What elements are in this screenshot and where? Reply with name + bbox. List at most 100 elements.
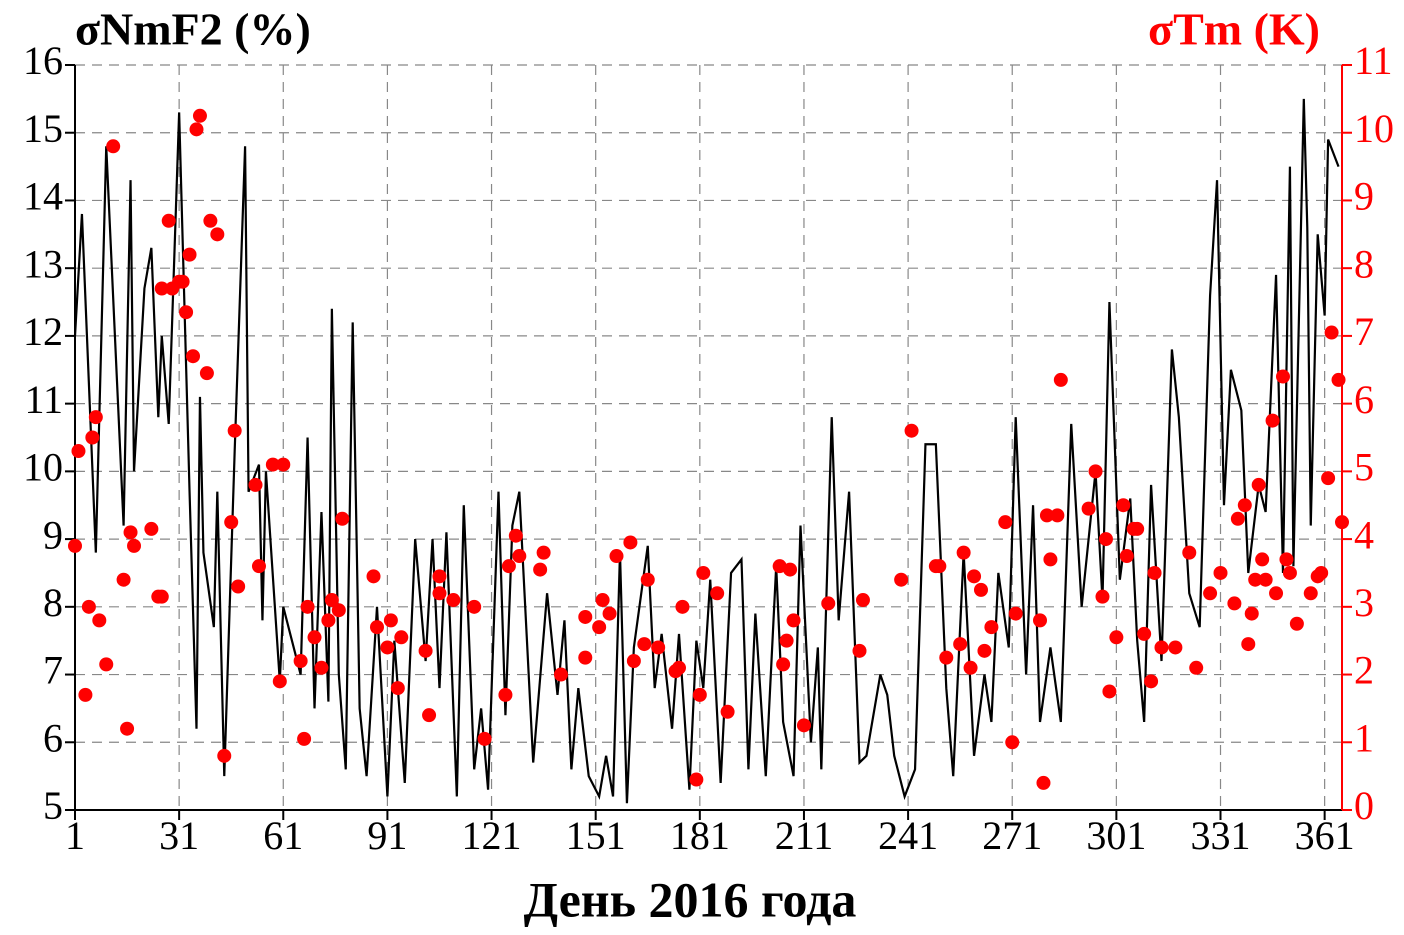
data-point	[179, 305, 194, 320]
data-point	[1033, 613, 1048, 628]
y-tick-label: 7	[43, 648, 63, 693]
y-tick-label: 8	[43, 580, 63, 625]
data-point	[1039, 508, 1054, 523]
data-point	[92, 613, 107, 628]
y2-tick-label: 11	[1354, 38, 1393, 83]
x-tick-label: 211	[775, 813, 834, 858]
data-point	[81, 599, 96, 614]
data-point	[366, 569, 381, 584]
data-point	[609, 549, 624, 564]
data-point	[796, 718, 811, 733]
data-point	[651, 640, 666, 655]
data-point	[984, 620, 999, 635]
data-point	[1154, 640, 1169, 655]
data-point	[199, 366, 214, 381]
data-point	[335, 511, 350, 526]
data-point	[106, 139, 121, 154]
data-point	[1255, 552, 1270, 567]
data-point	[626, 654, 641, 668]
x-axis-title: День 2016 года	[524, 871, 857, 927]
y-tick-label: 5	[43, 783, 63, 828]
data-point	[227, 423, 242, 438]
x-tick-label: 331	[1191, 813, 1251, 858]
data-point	[894, 572, 909, 587]
data-point	[998, 515, 1013, 530]
data-point	[99, 657, 114, 672]
data-point	[501, 559, 516, 574]
data-point	[1244, 606, 1259, 621]
data-point	[1119, 549, 1134, 564]
data-point	[1230, 511, 1245, 526]
data-point	[977, 643, 992, 658]
y-tick-label: 11	[24, 377, 63, 422]
data-point	[1130, 521, 1145, 536]
data-point	[418, 643, 433, 658]
data-point	[467, 599, 482, 614]
data-point	[1050, 508, 1065, 523]
x-tick-label: 271	[982, 813, 1042, 858]
data-point	[973, 582, 988, 597]
data-point	[1147, 565, 1162, 580]
data-point	[855, 593, 870, 608]
y2-tick-label: 4	[1354, 512, 1374, 557]
data-point	[210, 227, 225, 242]
x-tick-label: 151	[566, 813, 626, 858]
data-point	[1095, 589, 1110, 604]
data-point	[1241, 637, 1256, 652]
data-point	[1258, 572, 1273, 587]
data-point	[786, 613, 801, 628]
y2-tick-label: 3	[1354, 580, 1374, 625]
y2-tick-label: 6	[1354, 377, 1374, 422]
y-tick-label: 14	[23, 174, 63, 219]
data-point	[553, 667, 568, 682]
data-point	[68, 538, 82, 553]
data-point	[276, 457, 291, 472]
data-point	[248, 477, 263, 492]
data-point	[192, 108, 207, 123]
data-point	[1189, 660, 1204, 675]
data-point	[383, 613, 398, 628]
data-point	[512, 549, 527, 564]
data-point	[1237, 498, 1252, 513]
data-point	[720, 704, 735, 719]
data-point	[592, 620, 607, 635]
data-point	[932, 559, 947, 574]
data-point	[1324, 325, 1339, 340]
data-point	[1008, 606, 1023, 621]
data-point	[186, 349, 201, 364]
data-point	[380, 640, 395, 655]
data-point	[821, 596, 836, 611]
data-point	[1248, 572, 1263, 587]
data-point	[432, 586, 447, 601]
data-point	[602, 606, 617, 621]
data-point	[251, 559, 266, 574]
data-point	[1088, 464, 1103, 479]
x-tick-label: 181	[670, 813, 730, 858]
data-point	[710, 586, 725, 601]
x-tick-label: 241	[878, 813, 938, 858]
data-point	[1331, 372, 1346, 387]
data-point	[953, 637, 968, 652]
data-point	[446, 593, 461, 608]
data-point	[369, 620, 384, 635]
data-point	[1227, 596, 1242, 611]
data-point	[231, 579, 246, 594]
data-point	[852, 643, 867, 658]
y-tick-label: 16	[23, 38, 63, 83]
x-tick-label: 361	[1295, 813, 1355, 858]
y2-tick-label: 9	[1354, 174, 1374, 219]
data-point	[1168, 640, 1183, 655]
y-tick-label: 12	[23, 309, 63, 354]
data-point	[1043, 552, 1058, 567]
data-point	[689, 772, 704, 787]
data-point	[1321, 471, 1336, 486]
data-point	[1182, 545, 1197, 560]
data-point	[939, 650, 954, 665]
y2-axis-title: σTm (K)	[1148, 4, 1320, 55]
data-point	[1053, 372, 1068, 387]
data-point	[189, 122, 204, 137]
data-point	[422, 708, 437, 723]
data-point	[696, 565, 711, 580]
data-point	[1314, 565, 1329, 580]
